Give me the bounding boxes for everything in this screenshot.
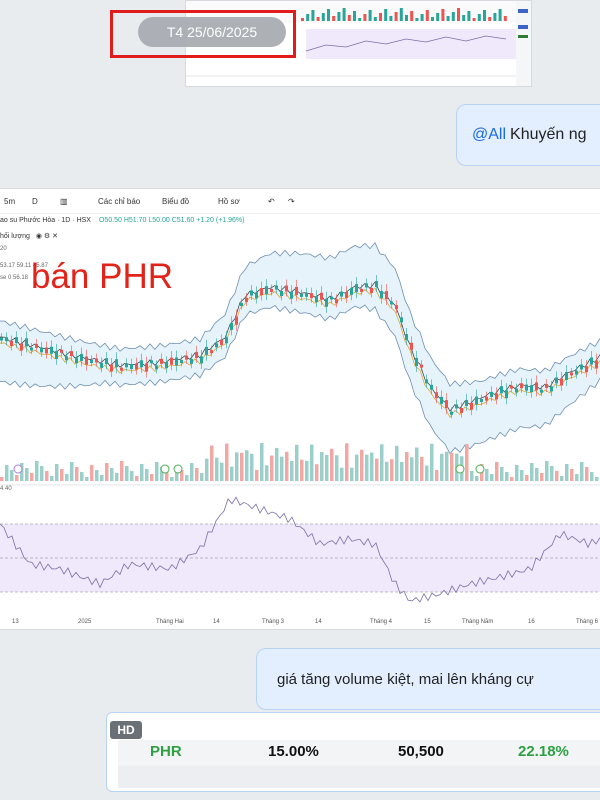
indicators-button[interactable]: Các chỉ báo — [98, 197, 141, 206]
mention-all[interactable]: @All — [472, 126, 507, 143]
rsi-label: 4 40 — [0, 486, 12, 492]
x-tick: 16 — [528, 619, 535, 625]
chart-legend: ao su Phước Hòa · 1D · HSX O50.50 H51.70… — [0, 217, 245, 224]
symbol-label: ao su Phước Hòa · 1D · HSX — [0, 217, 91, 224]
price-cell: 50,500 — [398, 743, 444, 760]
ma-legend-values: se 0 56.18 — [0, 275, 29, 281]
x-tick: Tháng 4 — [370, 619, 393, 625]
candle-type-icon[interactable]: ▥ — [60, 197, 68, 206]
x-tick: 14 — [315, 619, 322, 625]
redo-icon[interactable]: ↷ — [288, 197, 295, 206]
undo-icon[interactable]: ↶ — [268, 197, 275, 206]
message-text: Khuyến ng — [510, 126, 587, 143]
profile-button[interactable]: Hồ sơ — [218, 197, 240, 206]
bb-legend-label: 20 — [0, 246, 7, 252]
ohlc-values: O50.50 H51.70 L50.00 C51.60 +1.20 (+1.96… — [98, 217, 245, 224]
table-row — [118, 740, 600, 766]
x-tick: 15 — [424, 619, 431, 625]
price-chart-canvas — [0, 242, 600, 603]
date-badge: T4 25/06/2025 — [138, 17, 286, 47]
highlight-box — [110, 10, 296, 58]
stock-chart[interactable]: 5m D ▥ Các chỉ báo Biểu đồ Hồ sơ ↶ ↷ ao … — [0, 188, 600, 630]
annotation-text: bán PHR — [31, 257, 174, 296]
message-bubble-mention[interactable]: @All Khuyến ng — [456, 104, 600, 166]
x-tick: Tháng Năm — [462, 619, 494, 625]
chart-toolbar: 5m D ▥ Các chỉ báo Biểu đồ Hồ sơ ↶ ↷ — [0, 189, 600, 214]
change-cell: 22.18% — [518, 743, 569, 760]
interval-5m-button[interactable]: 5m — [4, 197, 16, 206]
volume-legend: hối lượng ◉ ⚙ ✕ — [0, 232, 58, 240]
x-axis: 13 2025 Tháng Hai 14 Tháng 3 14 Tháng 4 … — [0, 617, 600, 629]
x-tick: 2025 — [78, 619, 92, 625]
hd-badge: HD — [110, 721, 142, 739]
volume-label: hối lượng — [0, 233, 30, 240]
x-tick: 13 — [12, 619, 19, 625]
chart-type-button[interactable]: Biểu đồ — [162, 197, 190, 206]
x-tick: Tháng 6 — [576, 619, 599, 625]
table-row — [118, 766, 600, 788]
eye-icon[interactable]: ◉ ⚙ ✕ — [35, 233, 58, 240]
x-tick: Tháng Hai — [156, 619, 184, 625]
bb-legend-values: 53.17 59.11 45.87 — [0, 263, 48, 269]
x-tick: 14 — [213, 619, 220, 625]
message-bubble[interactable]: giá tăng volume kiệt, mai lên kháng cự — [256, 648, 600, 710]
symbol-cell: PHR — [150, 743, 182, 760]
x-tick: Tháng 3 — [262, 619, 285, 625]
interval-d-button[interactable]: D — [32, 197, 38, 206]
percent-cell: 15.00% — [268, 743, 319, 760]
